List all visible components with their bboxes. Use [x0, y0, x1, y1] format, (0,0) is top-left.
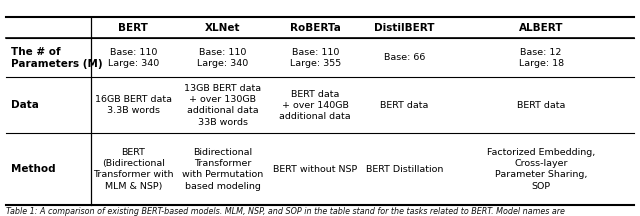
Text: BERT: BERT — [118, 22, 148, 33]
Text: BERT data: BERT data — [517, 101, 565, 110]
Text: Base: 110
Large: 340: Base: 110 Large: 340 — [197, 48, 248, 68]
Text: Base: 110
Large: 355: Base: 110 Large: 355 — [290, 48, 341, 68]
Text: Base: 12
Large: 18: Base: 12 Large: 18 — [518, 48, 564, 68]
Text: Base: 66: Base: 66 — [384, 53, 426, 62]
Text: BERT Distillation: BERT Distillation — [366, 165, 444, 174]
Text: XLNet: XLNet — [205, 22, 241, 33]
Text: BERT data: BERT data — [381, 101, 429, 110]
Text: BERT data
+ over 140GB
additional data: BERT data + over 140GB additional data — [280, 90, 351, 121]
Text: Factorized Embedding,
Cross-layer
Parameter Sharing,
SOP: Factorized Embedding, Cross-layer Parame… — [487, 148, 595, 191]
Text: The # of
Parameters (M): The # of Parameters (M) — [12, 46, 103, 69]
Text: Base: 110
Large: 340: Base: 110 Large: 340 — [108, 48, 159, 68]
Text: 13GB BERT data
+ over 130GB
additional data
33B words: 13GB BERT data + over 130GB additional d… — [184, 84, 261, 127]
Text: ALBERT: ALBERT — [519, 22, 563, 33]
Text: BERT
(Bidirectional
Transformer with
MLM & NSP): BERT (Bidirectional Transformer with MLM… — [93, 148, 173, 191]
Text: Table 1: A comparison of existing BERT-based models. MLM, NSP, and SOP in the ta: Table 1: A comparison of existing BERT-b… — [6, 208, 565, 216]
Text: Bidirectional
Transformer
with Permutation
based modeling: Bidirectional Transformer with Permutati… — [182, 148, 264, 191]
Text: Method: Method — [12, 164, 56, 174]
Text: DistilBERT: DistilBERT — [374, 22, 435, 33]
Text: RoBERTa: RoBERTa — [290, 22, 340, 33]
Text: 16GB BERT data
3.3B words: 16GB BERT data 3.3B words — [95, 95, 172, 115]
Text: Data: Data — [12, 100, 39, 110]
Text: BERT without NSP: BERT without NSP — [273, 165, 357, 174]
